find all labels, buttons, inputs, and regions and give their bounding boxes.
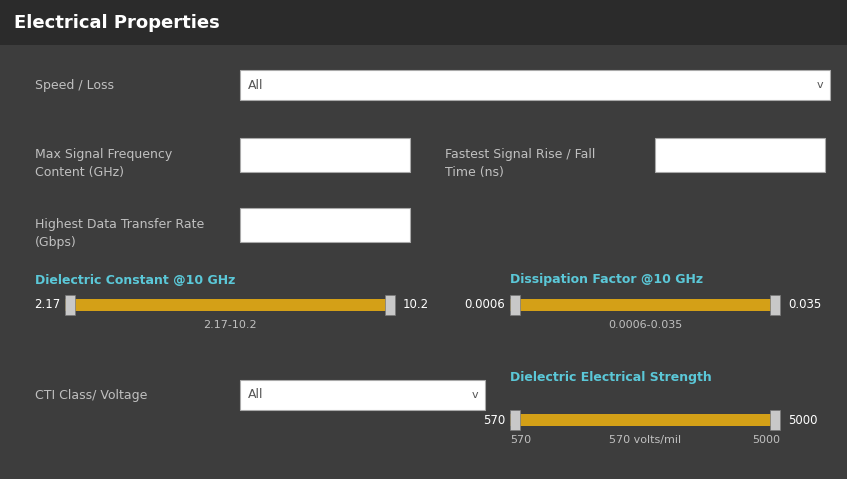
Bar (770, 410, 780, 430)
Bar (65, 299, 395, 311)
Bar (65, 295, 75, 315)
Bar (510, 299, 780, 311)
Bar (240, 138, 410, 172)
Bar (240, 380, 485, 410)
Text: 570: 570 (510, 435, 531, 445)
Text: CTI Class/ Voltage: CTI Class/ Voltage (35, 388, 147, 401)
Text: 5000: 5000 (752, 435, 780, 445)
Bar (240, 70, 830, 100)
Text: 5000: 5000 (788, 413, 817, 426)
Bar (655, 138, 825, 172)
Text: 2.17: 2.17 (34, 298, 60, 311)
Text: Fastest Signal Rise / Fall
Time (ns): Fastest Signal Rise / Fall Time (ns) (445, 148, 595, 179)
Text: Highest Data Transfer Rate
(Gbps): Highest Data Transfer Rate (Gbps) (35, 218, 204, 249)
Text: All: All (248, 79, 263, 91)
Text: Dielectric Constant @10 GHz: Dielectric Constant @10 GHz (35, 274, 235, 286)
Text: 0.0006: 0.0006 (464, 298, 505, 311)
Text: 0.035: 0.035 (788, 298, 822, 311)
Bar (510, 295, 520, 315)
Text: Speed / Loss: Speed / Loss (35, 79, 114, 91)
Text: All: All (248, 388, 263, 401)
Text: Max Signal Frequency
Content (GHz): Max Signal Frequency Content (GHz) (35, 148, 172, 179)
Bar (510, 410, 520, 430)
Text: Dissipation Factor @10 GHz: Dissipation Factor @10 GHz (510, 274, 703, 286)
Bar (770, 295, 780, 315)
Bar (240, 208, 410, 242)
Text: Electrical Properties: Electrical Properties (14, 13, 219, 32)
Text: 2.17-10.2: 2.17-10.2 (203, 320, 257, 330)
Bar (385, 295, 395, 315)
Bar (510, 414, 780, 426)
Text: v: v (472, 390, 479, 400)
Text: 10.2: 10.2 (403, 298, 429, 311)
Text: v: v (817, 80, 823, 90)
Text: Dielectric Electrical Strength: Dielectric Electrical Strength (510, 370, 711, 384)
Text: 0.0006-0.035: 0.0006-0.035 (608, 320, 682, 330)
Bar (0, 0, 847, 45)
Text: 570: 570 (483, 413, 505, 426)
Text: 570 volts/mil: 570 volts/mil (609, 435, 681, 445)
